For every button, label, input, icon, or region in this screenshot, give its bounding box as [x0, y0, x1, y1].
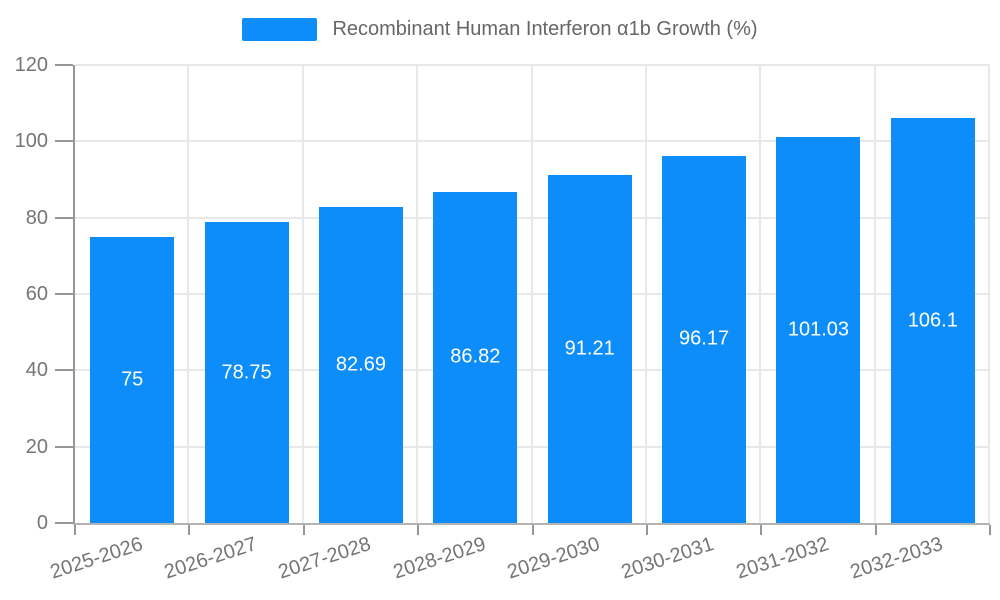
- bar: 96.17: [662, 155, 747, 523]
- bar: 106.1: [890, 118, 975, 523]
- gridline-vertical: [873, 65, 876, 523]
- x-axis-tick: [188, 525, 191, 535]
- legend-label: Recombinant Human Interferon α1b Growth …: [332, 18, 758, 40]
- x-tick-label: 2031-2032: [733, 533, 832, 584]
- x-axis-tick: [645, 525, 648, 535]
- gridline-vertical: [759, 65, 762, 523]
- bar: 75: [90, 236, 175, 523]
- gridline-horizontal: [75, 216, 990, 219]
- y-tick-label: 40: [25, 359, 48, 382]
- y-axis-tick: [55, 293, 73, 295]
- x-tick-label: 2026-2027: [161, 533, 260, 584]
- x-tick-label: 2032-2033: [847, 533, 946, 584]
- gridline-vertical: [301, 65, 304, 523]
- y-tick-label: 100: [14, 130, 48, 153]
- y-axis-tick: [55, 140, 73, 143]
- y-axis-tick: [55, 216, 73, 219]
- gridline-vertical: [530, 65, 533, 523]
- legend-swatch: [242, 18, 318, 41]
- bar-value-label: 82.69: [335, 353, 386, 376]
- gridline-horizontal: [75, 64, 990, 66]
- gridline-vertical: [988, 65, 990, 523]
- bar-value-label: 78.75: [221, 361, 272, 384]
- gridline-horizontal: [75, 445, 990, 448]
- x-tick-label: 2030-2031: [619, 533, 717, 584]
- bar: 91.21: [547, 174, 632, 523]
- gridline-horizontal: [75, 369, 990, 372]
- y-tick-label: 80: [25, 206, 48, 229]
- plot-area: 0 20 40 60 80 100 120 75 2025-2026 78.75 2026-2027…: [15, 54, 991, 583]
- gridline-vertical: [187, 65, 190, 523]
- bar: 82.69: [318, 207, 403, 523]
- y-axis: [73, 65, 75, 523]
- x-axis-tick: [531, 525, 534, 535]
- x-axis-tick: [989, 525, 991, 535]
- gridline-horizontal: [75, 293, 990, 295]
- y-axis-tick: [55, 522, 73, 524]
- y-tick-label: 20: [25, 435, 48, 458]
- y-tick-label: 120: [14, 54, 48, 76]
- bar-value-label: 101.03: [787, 318, 850, 341]
- gridline-vertical: [416, 65, 419, 523]
- bar: 86.82: [433, 191, 518, 523]
- bar-value-label: 91.21: [564, 337, 615, 360]
- bar-value-label: 106.1: [907, 309, 958, 332]
- chart-legend[interactable]: Recombinant Human Interferon α1b Growth …: [0, 18, 1000, 41]
- y-tick-label: 60: [25, 283, 48, 305]
- x-axis-tick: [74, 525, 76, 535]
- x-axis-tick: [874, 525, 877, 535]
- x-axis-tick: [302, 525, 305, 535]
- gridline-horizontal: [75, 140, 990, 143]
- x-tick-label: 2027-2028: [275, 533, 374, 584]
- bar: 78.75: [204, 222, 289, 523]
- x-axis-tick: [417, 525, 420, 535]
- x-axis-tick: [760, 525, 763, 535]
- y-axis-tick: [55, 369, 73, 372]
- bar-value-label: 96.17: [679, 327, 730, 350]
- gridline-vertical: [644, 65, 647, 523]
- x-tick-label: 2025-2026: [47, 533, 145, 584]
- bar: 101.03: [776, 137, 861, 523]
- x-tick-label: 2028-2029: [390, 533, 489, 584]
- y-axis-tick: [55, 64, 73, 66]
- bar-value-label: 75: [121, 368, 144, 391]
- x-tick-label: 2029-2030: [504, 533, 603, 584]
- y-tick-label: 0: [36, 512, 48, 534]
- x-axis: [73, 523, 990, 525]
- bar-value-label: 86.82: [450, 345, 501, 368]
- y-axis-tick: [55, 445, 73, 448]
